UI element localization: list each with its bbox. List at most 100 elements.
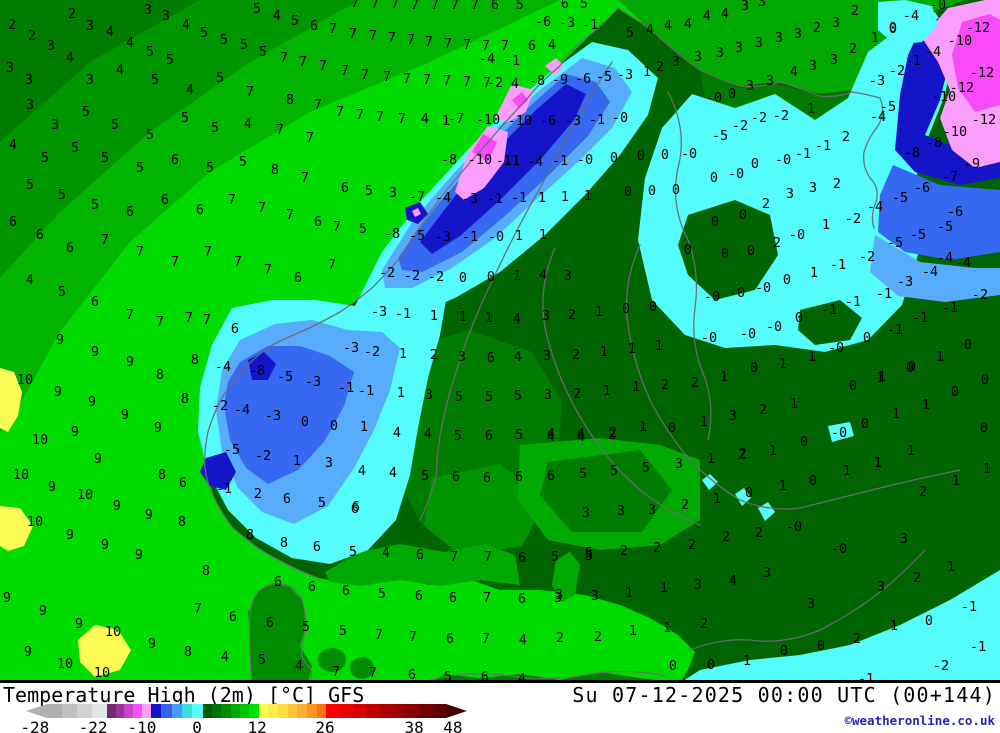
temp-value-label: 5 — [216, 70, 224, 86]
colorbar-segment — [106, 704, 116, 718]
temp-value-label: 3 — [694, 577, 702, 593]
temp-value-label: 3 — [735, 40, 743, 56]
temp-value-label: 4 — [729, 573, 737, 589]
temp-value-label: 3 — [544, 387, 552, 403]
temp-value-label: 3 — [809, 180, 817, 196]
temp-value-label: 7 — [101, 232, 109, 248]
colorbar-tick-label: 0 — [192, 718, 202, 733]
temp-value-label: -3 — [869, 73, 885, 89]
temp-value-label: -7 — [409, 189, 425, 205]
temp-value-label: 0 — [849, 378, 857, 394]
south-sweden-patch — [325, 544, 520, 586]
temp-value-label: 2 — [594, 629, 602, 645]
temp-value-label: 2 — [755, 525, 763, 541]
temp-value-label: 2 — [681, 497, 689, 513]
temp-value-label: -1 — [358, 383, 374, 399]
temp-value-label: -3 — [617, 67, 633, 83]
denmark-coastline — [249, 583, 313, 683]
temp-value-label: 6 — [491, 0, 499, 13]
temp-value-label: -1 — [942, 300, 958, 316]
temp-value-label: 6 — [313, 539, 321, 555]
temp-value-label: 8 — [158, 467, 166, 483]
temp-value-label: -7 — [942, 169, 958, 185]
temp-value-label: 4 — [66, 50, 74, 66]
temp-value-label: -1 — [970, 639, 986, 655]
temp-value-label: 8 — [286, 92, 294, 108]
temp-value-label: 0 — [330, 418, 338, 434]
temp-value-label: 9 — [75, 616, 83, 632]
temp-value-label: 7 — [286, 207, 294, 223]
temp-value-label: 8 — [280, 535, 288, 551]
temp-value-label: 7 — [194, 601, 202, 617]
temp-value-label: 5 — [365, 183, 373, 199]
temp-value-label: -0 — [706, 90, 722, 106]
temp-value-label: 7 — [463, 74, 471, 90]
temp-value-label: 7 — [483, 75, 491, 91]
temp-value-label: 1 — [922, 397, 930, 413]
temp-value-label: 3 — [458, 349, 466, 365]
temp-value-label: 1 — [663, 620, 671, 636]
temp-value-label: -1 — [216, 481, 232, 497]
temp-value-label: 7 — [246, 84, 254, 100]
temp-value-label: 0 — [980, 420, 988, 436]
temp-value-label: -2 — [751, 110, 767, 126]
temp-value-label: 1 — [459, 309, 467, 325]
colorbar-segment — [316, 704, 327, 718]
finland-russia-border — [667, 91, 712, 441]
yellow-patch-1 — [0, 368, 22, 432]
temp-value-label: 10 — [105, 624, 121, 640]
temp-value-label: 9 — [54, 384, 62, 400]
temp-value-label: -2 — [859, 249, 875, 265]
norway-coastline — [204, 7, 619, 579]
temp-value-label: 9 — [126, 354, 134, 370]
estonia-patch — [540, 450, 672, 532]
temp-value-label: 1 — [810, 265, 818, 281]
temp-value-label: 9 — [66, 527, 74, 543]
temp-value-label: 7 — [444, 36, 452, 52]
colorbar-segment — [258, 704, 269, 718]
temp-value-label: 4 — [511, 76, 519, 92]
temp-value-label: 8 — [202, 563, 210, 579]
temp-value-label: -12 — [966, 20, 990, 36]
temp-value-label: 6 — [485, 428, 493, 444]
temp-value-label: 7 — [431, 0, 439, 13]
colorbar-segment — [379, 704, 393, 718]
colorbar-segment — [142, 704, 151, 718]
temp-value-label: 1 — [399, 346, 407, 362]
temp-value-label: 7 — [451, 0, 459, 13]
temp-value-label: 2 — [556, 630, 564, 646]
temp-value-label: 2 — [609, 425, 617, 441]
temp-value-label: 8 — [181, 391, 189, 407]
temp-value-label: -0 — [728, 166, 744, 182]
temp-value-label: 0 — [610, 150, 618, 166]
temp-value-label: -5 — [910, 227, 926, 243]
temp-value-label: 1 — [822, 217, 830, 233]
temp-value-label: 2 — [430, 347, 438, 363]
temp-value-label: -1 — [821, 302, 837, 318]
temp-value-label: 2 — [661, 377, 669, 393]
colorbar-segment — [352, 704, 367, 718]
temp-value-label: 3 — [786, 186, 794, 202]
watermark-link[interactable]: ©weatheronline.co.uk — [844, 713, 995, 728]
temp-value-label: -4 — [903, 8, 919, 24]
temp-value-label: 6 — [487, 350, 495, 366]
temp-value-label: 6 — [310, 18, 318, 34]
temp-value-label: 2 — [762, 196, 770, 212]
temp-value-label: 5 — [91, 197, 99, 213]
temp-value-label: 6 — [308, 579, 316, 595]
temp-value-label: 6 — [66, 240, 74, 256]
temp-value-label: 4 — [547, 429, 555, 445]
temp-value-label: 6 — [449, 590, 457, 606]
temp-value-label: 4 — [393, 425, 401, 441]
temp-value-label: 7 — [336, 104, 344, 120]
temp-value-label: 4 — [518, 671, 526, 683]
temp-value-label: -1 — [462, 229, 478, 245]
temp-value-label: -4 — [955, 255, 971, 271]
temp-value-label: -1 — [961, 599, 977, 615]
temp-value-label: 1 — [632, 379, 640, 395]
temp-value-label: 9 — [94, 451, 102, 467]
colorbar-segment — [47, 704, 62, 718]
map-product-title: Temperature High (2m) [°C] GFS — [3, 683, 365, 707]
temp-value-label: -6 — [575, 71, 591, 87]
temp-value-label: 7 — [484, 549, 492, 565]
